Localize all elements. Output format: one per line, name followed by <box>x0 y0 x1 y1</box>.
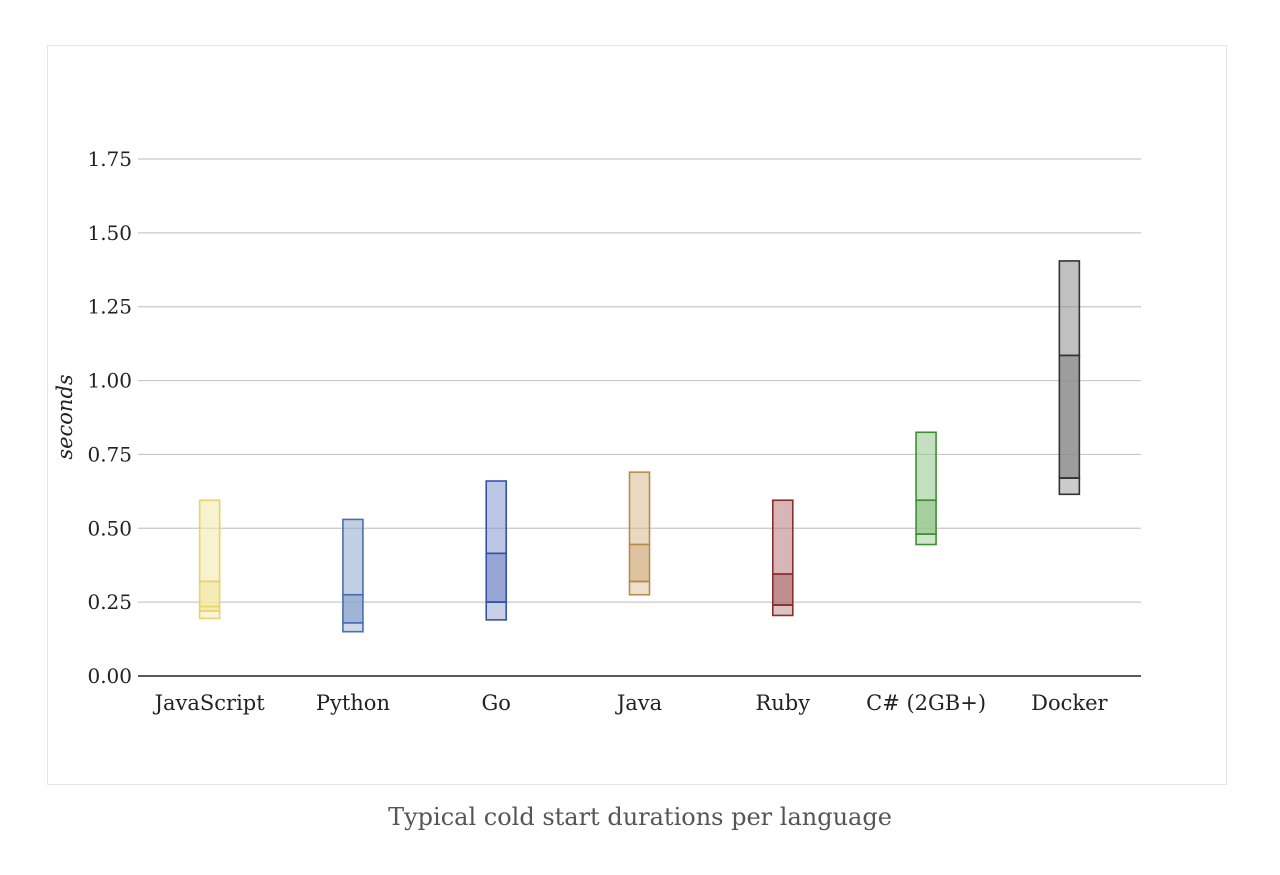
box-upper <box>1058 260 1081 357</box>
y-tick-label: 0.50 <box>87 516 132 540</box>
grid-lines <box>138 158 1141 677</box>
y-tick-label: 0.25 <box>87 590 132 614</box>
box-ruby <box>771 499 794 617</box>
box-inner <box>628 543 651 583</box>
y-tick-labels: 0.00 0.25 0.50 0.75 1.00 1.25 1.50 1.75 <box>87 147 132 688</box>
box-lower <box>1058 477 1081 496</box>
box-lower <box>198 610 221 620</box>
boxes <box>198 260 1081 633</box>
box-inner <box>342 593 364 624</box>
chart-caption: Typical cold start durations per languag… <box>388 803 892 831</box>
box-python <box>342 518 364 633</box>
x-tick-label: Ruby <box>755 691 810 715</box>
box-upper <box>198 499 221 583</box>
box-inner <box>485 552 508 603</box>
box-lower <box>342 622 364 633</box>
x-tick-label: C# (2GB+) <box>866 691 986 715</box>
box-inner <box>771 573 794 606</box>
y-tick-label: 1.00 <box>87 369 132 393</box>
y-tick-label: 1.75 <box>87 147 132 171</box>
y-tick-label: 0.75 <box>87 442 132 466</box>
box-inner <box>1058 354 1081 479</box>
box-upper <box>771 499 794 575</box>
box-chart: 0.00 0.25 0.50 0.75 1.00 1.25 1.50 1.75 JavaScr… <box>53 147 1141 715</box>
box-lower <box>915 533 937 546</box>
box-go <box>485 480 508 621</box>
x-tick-label: Go <box>482 691 511 715</box>
y-tick-label: 1.25 <box>87 295 132 319</box>
box-upper <box>342 518 364 596</box>
box-java <box>628 471 651 596</box>
box-lower <box>771 604 794 617</box>
x-tick-labels: JavaScript Python Go Java Ruby C# (2GB+) Docke… <box>153 691 1109 715</box>
box-upper <box>628 471 651 546</box>
box-lower <box>485 601 508 621</box>
box-lower <box>628 580 651 596</box>
box-c-2gb <box>915 431 937 546</box>
y-axis-label: seconds <box>53 374 77 460</box>
box-javascript <box>198 499 221 620</box>
chart-frame <box>47 45 1227 785</box>
x-tick-label: JavaScript <box>153 691 266 715</box>
box-inner <box>915 499 937 535</box>
box-upper <box>915 431 937 502</box>
box-docker <box>1058 260 1081 496</box>
x-tick-label: Docker <box>1031 691 1108 715</box>
x-tick-label: Python <box>316 691 390 715</box>
x-tick-label: Java <box>615 691 662 715</box>
box-upper <box>485 480 508 555</box>
y-tick-label: 1.50 <box>87 221 132 245</box>
y-tick-label: 0.00 <box>87 664 132 688</box>
